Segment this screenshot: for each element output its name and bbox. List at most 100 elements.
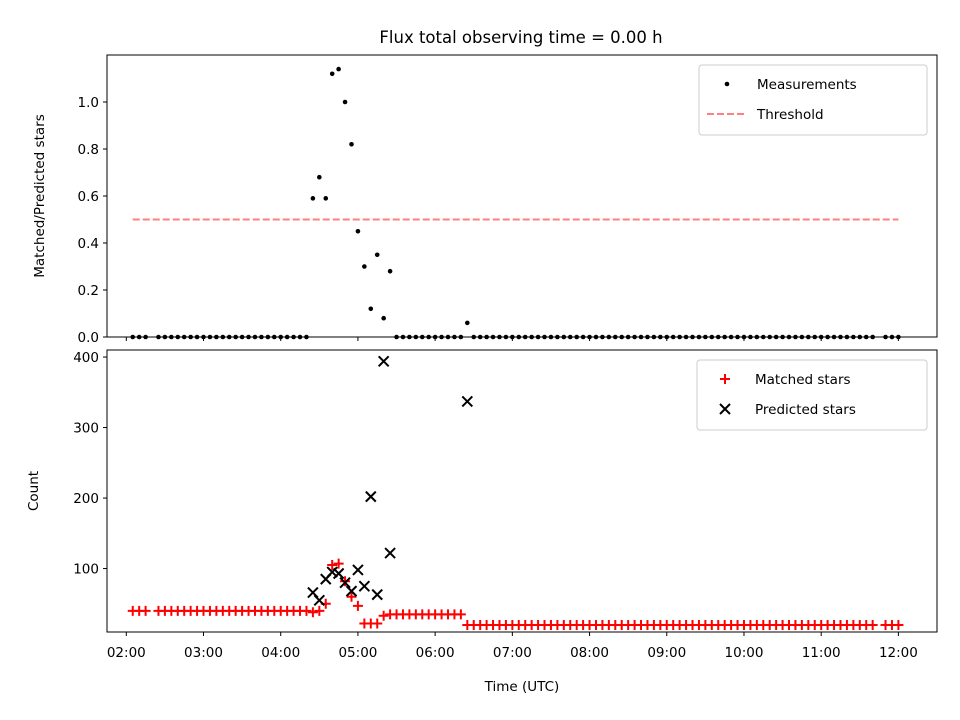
measurements-point xyxy=(748,334,753,340)
measurements-point xyxy=(497,334,502,340)
measurements-point xyxy=(175,334,181,340)
measurements-point xyxy=(278,334,284,340)
measurements-point xyxy=(445,334,451,340)
measurements-point xyxy=(670,334,676,340)
predicted-stars-point xyxy=(377,355,390,367)
measurements-point xyxy=(426,334,432,340)
measurements-point xyxy=(226,334,232,340)
measurements-point xyxy=(863,334,869,340)
matched-stars-point xyxy=(314,605,325,616)
measurements-point xyxy=(484,334,489,340)
measurements-point xyxy=(709,334,715,340)
measurements-point xyxy=(844,334,850,340)
measurements-point xyxy=(851,334,856,340)
measurements-point xyxy=(239,334,245,340)
measurements-point xyxy=(703,334,708,340)
legend-box xyxy=(696,359,928,431)
measurements-point xyxy=(896,334,901,340)
measurements-point xyxy=(452,334,457,340)
measurements-point xyxy=(194,334,200,340)
measurements-point xyxy=(362,264,367,269)
measurements-point xyxy=(561,334,567,340)
x-tick-label: 09:00 xyxy=(647,645,686,661)
measurements-point xyxy=(465,320,470,326)
measurements-point xyxy=(265,334,271,340)
predicted-stars-point xyxy=(313,594,326,606)
matched-stars-point xyxy=(455,609,466,620)
y-tick-label: 0.4 xyxy=(78,236,99,252)
measurements-point xyxy=(297,334,303,340)
y-tick-label: 0.2 xyxy=(78,283,99,299)
measurements-point xyxy=(606,334,612,340)
x-tick-label: 05:00 xyxy=(338,645,377,661)
measurements-point xyxy=(889,334,895,340)
legend-matched-stars-swatch xyxy=(720,374,730,384)
measurements-point xyxy=(413,334,419,340)
matched-stars-point xyxy=(372,618,383,629)
measurements-point xyxy=(271,334,277,340)
x-tick-label: 10:00 xyxy=(725,645,764,661)
x-axis-label: Time (UTC) xyxy=(484,679,560,695)
legend-label: Predicted stars xyxy=(755,402,856,418)
y-tick-label: 0.8 xyxy=(78,142,99,158)
measurements-point xyxy=(535,334,541,340)
predicted-stars-point xyxy=(352,564,364,576)
measurements-point xyxy=(773,334,779,340)
measurements-point xyxy=(220,334,226,340)
x-tick-label: 08:00 xyxy=(570,645,609,661)
measurements-point xyxy=(715,334,721,340)
predicted-stars-point xyxy=(345,585,358,597)
measurements-point xyxy=(619,334,625,340)
measurements-point xyxy=(645,334,650,340)
measurements-point xyxy=(162,334,168,340)
measurements-point xyxy=(304,334,309,340)
measurements-point xyxy=(329,71,335,77)
measurements-point xyxy=(587,334,592,340)
measurements-point xyxy=(831,334,837,340)
matched-stars-point xyxy=(307,607,318,618)
measurements-point xyxy=(439,334,444,340)
measurements-point xyxy=(799,334,805,340)
x-tick-label: 06:00 xyxy=(416,645,455,661)
measurements-point xyxy=(233,334,238,340)
y-tick-label: 200 xyxy=(73,491,99,507)
measurements-point xyxy=(368,306,374,312)
measurements-point xyxy=(471,334,477,340)
measurements-point xyxy=(696,334,702,340)
measurements-point xyxy=(214,334,219,340)
measurements-point xyxy=(458,334,464,340)
measurements-point xyxy=(574,334,579,340)
measurements-point xyxy=(516,334,522,340)
measurements-point xyxy=(690,334,695,340)
measurements-point xyxy=(638,334,644,340)
measurements-point xyxy=(188,334,193,340)
matched-stars-point xyxy=(352,600,363,611)
matched-stars-point xyxy=(893,619,904,630)
predicted-stars-point xyxy=(384,547,396,559)
predicted-stars-point xyxy=(371,588,383,601)
x-tick-label: 07:00 xyxy=(493,645,532,661)
measurements-point xyxy=(310,196,316,201)
measurements-point xyxy=(477,334,483,340)
legend-box xyxy=(698,64,928,136)
bottom-y-axis-label: Count xyxy=(26,471,42,511)
measurements-point xyxy=(259,334,264,340)
matched-stars-point xyxy=(327,560,338,571)
measurements-point xyxy=(664,334,670,340)
x-tick-label: 11:00 xyxy=(802,645,841,661)
measurements-point xyxy=(207,334,213,340)
matched-stars-point xyxy=(346,591,357,602)
measurements-point xyxy=(169,334,174,340)
measurements-point xyxy=(658,334,663,340)
measurements-point xyxy=(252,334,258,340)
x-tick-label: 12:00 xyxy=(879,645,918,661)
measurements-point xyxy=(542,334,547,340)
measurements-point xyxy=(793,334,798,340)
measurements-point xyxy=(870,334,875,340)
measurements-point xyxy=(349,142,354,147)
predicted-stars-point xyxy=(365,490,377,503)
measurements-point xyxy=(419,334,425,340)
measurements-point xyxy=(683,334,689,340)
measurements-point xyxy=(818,334,824,340)
